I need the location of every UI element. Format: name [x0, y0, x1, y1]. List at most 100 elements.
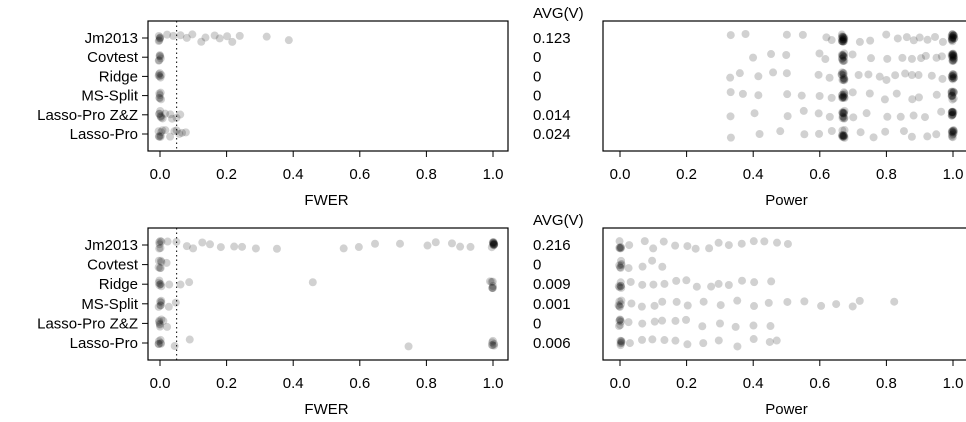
data-point — [932, 130, 941, 139]
data-point — [947, 127, 956, 136]
avg-value: 0 — [533, 68, 541, 85]
data-point — [949, 55, 958, 64]
data-point — [671, 241, 680, 250]
data-point — [822, 33, 831, 42]
data-point — [158, 114, 167, 123]
data-point — [838, 37, 847, 46]
data-point — [155, 244, 164, 253]
data-point — [825, 73, 834, 82]
data-point — [155, 34, 164, 43]
data-point — [155, 56, 164, 65]
data-point — [166, 110, 175, 119]
data-point — [840, 106, 849, 115]
data-point — [205, 240, 214, 249]
data-point — [738, 276, 747, 285]
data-point — [156, 301, 165, 310]
data-point — [931, 32, 940, 41]
data-point — [624, 264, 633, 273]
data-point — [949, 31, 958, 40]
data-point — [155, 89, 164, 98]
avg-value: 0 — [533, 257, 541, 274]
data-point — [176, 31, 185, 40]
data-point — [839, 132, 848, 141]
data-point — [671, 316, 680, 325]
data-point — [157, 315, 166, 324]
data-point — [766, 322, 775, 331]
data-point — [155, 94, 164, 103]
data-point — [838, 54, 847, 63]
data-point — [155, 52, 164, 61]
data-point — [838, 109, 847, 118]
plot-frame — [602, 227, 966, 361]
data-point — [182, 33, 191, 42]
data-point — [615, 322, 624, 331]
data-point — [947, 87, 956, 96]
data-point — [949, 127, 958, 136]
data-point — [840, 113, 849, 122]
data-point — [156, 52, 165, 61]
data-point — [838, 35, 847, 44]
panel-top-right-power: 0.0 0.2 0.4 0.6 0.8 1.0 Power AVG(V) 0.123 0 0 0 0.0… — [533, 5, 966, 209]
data-point — [155, 72, 164, 81]
data-point — [947, 31, 956, 40]
data-point — [949, 31, 958, 40]
data-point — [838, 56, 847, 65]
data-point — [840, 93, 849, 102]
data-point — [456, 242, 465, 251]
data-point — [839, 33, 848, 42]
data-point — [839, 51, 848, 60]
data-point — [616, 321, 625, 330]
x-tick-label: 1.0 — [483, 166, 504, 183]
data-point — [948, 72, 957, 81]
data-point — [615, 283, 624, 292]
avg-value: 0.014 — [533, 107, 571, 124]
data-point — [839, 108, 848, 117]
data-point — [840, 133, 849, 142]
data-point — [783, 297, 792, 306]
plot-frame — [147, 20, 509, 152]
data-point — [223, 32, 232, 41]
data-point — [489, 238, 498, 247]
data-point — [616, 282, 625, 291]
data-point — [659, 237, 668, 246]
data-point — [839, 33, 848, 42]
x-tick-label: 0.0 — [150, 166, 171, 183]
data-point — [839, 56, 848, 65]
data-point — [640, 237, 649, 246]
data-point — [948, 70, 957, 79]
data-point — [947, 33, 956, 42]
data-point — [948, 75, 957, 84]
data-point — [838, 33, 847, 42]
data-point — [839, 112, 848, 121]
data-point — [615, 302, 624, 311]
data-point — [950, 34, 959, 43]
data-point — [488, 341, 497, 350]
data-point — [741, 30, 750, 39]
data-point — [155, 318, 164, 327]
data-point — [615, 243, 624, 252]
data-point — [948, 51, 957, 60]
data-point — [354, 243, 363, 252]
data-point — [769, 68, 778, 77]
data-point — [638, 262, 647, 271]
data-point — [488, 282, 497, 291]
data-point — [932, 53, 941, 62]
data-point — [616, 278, 625, 287]
data-point — [914, 71, 923, 80]
data-point — [821, 55, 830, 64]
data-point — [754, 91, 763, 100]
data-point — [840, 74, 849, 83]
data-point — [949, 73, 958, 82]
data-point — [156, 322, 165, 331]
data-point — [948, 110, 957, 119]
data-point — [658, 316, 667, 325]
data-point — [155, 109, 164, 118]
data-point — [899, 127, 908, 136]
data-point — [800, 297, 809, 306]
data-point — [867, 54, 876, 63]
data-point — [797, 91, 806, 100]
data-point — [490, 341, 499, 350]
data-point — [308, 278, 317, 287]
data-point — [726, 133, 735, 142]
x-axis-label: FWER — [304, 192, 348, 209]
